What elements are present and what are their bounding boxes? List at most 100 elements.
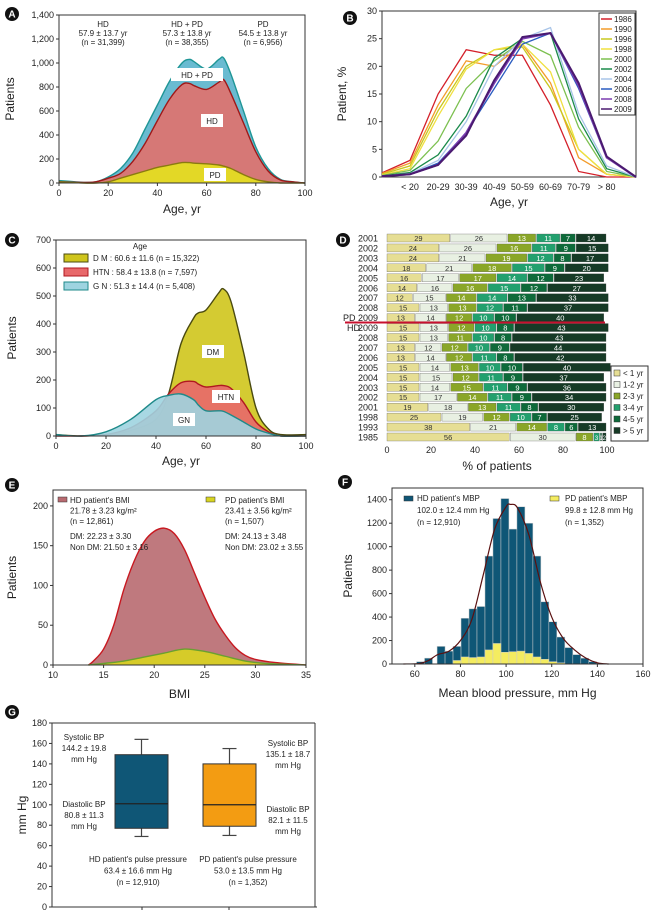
y-tick-label: 0 — [382, 659, 387, 669]
legend-label: 2006 — [614, 85, 632, 94]
segment-value: 34 — [565, 393, 573, 402]
x-tick-label: 0 — [53, 441, 58, 451]
panel-letter: E — [9, 481, 16, 492]
y-tick-label: 150 — [33, 541, 48, 551]
segment-value: 18 — [402, 264, 410, 273]
bar-segment-5-yr — [527, 383, 607, 392]
bar-segment-2-3-yr — [441, 343, 468, 352]
bar-row-hd-1985: 1985 56 30 8 3 1 2 — [358, 433, 607, 443]
segment-value: 26 — [464, 244, 472, 253]
series-label: DM — [207, 348, 220, 357]
x-tick-label: 10 — [48, 670, 58, 680]
bar-segment-2-3-yr — [496, 243, 532, 253]
row-label: 1998 — [358, 413, 378, 423]
x-tick-label: 160 — [635, 669, 650, 679]
series-label-box — [171, 68, 223, 81]
bar-segment-4-5-yr — [503, 303, 527, 312]
segment-value: 10 — [475, 343, 483, 352]
y-tick-label: 60 — [37, 841, 47, 851]
segment-value: 9 — [553, 264, 557, 273]
series-label: GN — [178, 416, 190, 425]
segment-value: 13 — [430, 304, 438, 313]
segment-value: 21 — [458, 254, 466, 263]
bar-segment-1-2-yr — [413, 293, 446, 302]
box-body — [202, 763, 257, 827]
legend-swatch — [613, 392, 621, 400]
y-tick-label: 0 — [43, 660, 48, 670]
segment-value: 8 — [501, 334, 505, 343]
legend-label: 1996 — [614, 35, 632, 44]
segment-value: 11 — [511, 304, 519, 313]
segment-value: 10 — [486, 363, 494, 372]
x-axis-title: % of patients — [462, 459, 531, 473]
segment-value: 38 — [424, 423, 432, 432]
bar-segment-3-4-yr — [468, 343, 490, 352]
panel-letter: F — [342, 478, 348, 489]
panel-letter: C — [8, 236, 15, 247]
bar-segment-2-3-yr — [448, 303, 477, 312]
bar-segment-1-2-yr — [450, 233, 508, 243]
bar-segment-1-2-yr — [419, 393, 457, 402]
x-axis-title: BMI — [169, 687, 190, 701]
plot-frame — [55, 239, 307, 437]
bar-segment-4-5-yr — [503, 373, 523, 382]
segment-value: 15 — [399, 373, 407, 382]
pulse-pressure-annotation: 53.0 ± 13.5 mm Hg — [214, 867, 282, 876]
bar-segment-3-4-yr — [477, 293, 508, 302]
x-tick-label: 140 — [590, 669, 605, 679]
bar-segment-2-3-yr — [452, 373, 479, 382]
segment-value: 13 — [430, 334, 438, 343]
legend-stat: 102.0 ± 12.4 mm Hg — [417, 506, 489, 515]
series-label-box — [173, 413, 195, 426]
segment-value: 37 — [564, 304, 572, 313]
row-label: 1993 — [358, 423, 378, 433]
hd-patient-s-mbp-bar — [516, 506, 526, 665]
legend-stat: HD patient's BMI — [70, 496, 130, 505]
bar-segment-5-yr — [576, 243, 609, 253]
panel-c: 0 100 200 300 400 500 600 700 Patients 0 20 40 60 80 1… — [5, 233, 314, 468]
panel-letter: G — [8, 708, 16, 719]
bar-segment-2-3-yr — [576, 432, 593, 442]
series-label-box — [201, 114, 223, 127]
y-tick-label: 1,200 — [31, 34, 54, 44]
bar-segment-5-yr — [547, 412, 602, 422]
bar-segment-5-yr — [554, 273, 604, 282]
bar-segment-5-yr — [510, 343, 607, 352]
y-tick-label: 400 — [36, 319, 51, 329]
segment-value: 12 — [396, 294, 404, 303]
y-tick-label: 180 — [32, 718, 47, 728]
segment-value: 20 — [583, 264, 591, 273]
segment-value: 15 — [399, 383, 407, 392]
panel-letter-badge — [5, 705, 19, 719]
legend-stat: 99.8 ± 12.8 mm Hg — [565, 506, 633, 515]
x-axis-title: Age, yr — [490, 195, 528, 209]
bar-segment-3-4-yr — [488, 393, 512, 402]
legend-stat: (n = 1,352) — [565, 518, 604, 527]
legend-stat: PD patient's BMI — [225, 496, 284, 505]
bar-segment-2-3-yr — [450, 383, 483, 392]
bar-segment-4-5-yr — [501, 363, 523, 372]
hd-patient-s-mbp-bar — [556, 636, 566, 665]
segment-value: 27 — [573, 284, 581, 293]
summary-stat: PD — [257, 20, 268, 29]
row-label: 2001 — [358, 234, 378, 244]
x-tick-label: 25 — [200, 670, 210, 680]
segment-value: 43 — [557, 324, 565, 333]
segment-value: 14 — [508, 274, 516, 283]
legend-swatch — [549, 495, 560, 502]
box-hd — [114, 738, 169, 910]
bar-row-hd-1998: 1998 25 19 12 10 7 25 — [358, 413, 602, 423]
bar-row-hd-2002: 2002 15 17 14 11 9 34 — [358, 393, 607, 403]
summary-stat: 57.3 ± 13.8 yr — [163, 29, 212, 38]
bar-segment-4-5-yr — [554, 253, 571, 263]
group-label-hd: HD — [347, 323, 360, 333]
x-tick-label: 100 — [499, 669, 514, 679]
hd-patient-s-mbp-bar — [444, 650, 454, 665]
segment-value: 14 — [426, 314, 434, 323]
x-tick-label: 100 — [298, 441, 313, 451]
panel-letter-badge — [343, 11, 357, 25]
segment-value: 9 — [498, 343, 502, 352]
segment-value: 15 — [588, 244, 596, 253]
plot-frame — [391, 487, 644, 665]
segment-value: 16 — [510, 244, 518, 253]
